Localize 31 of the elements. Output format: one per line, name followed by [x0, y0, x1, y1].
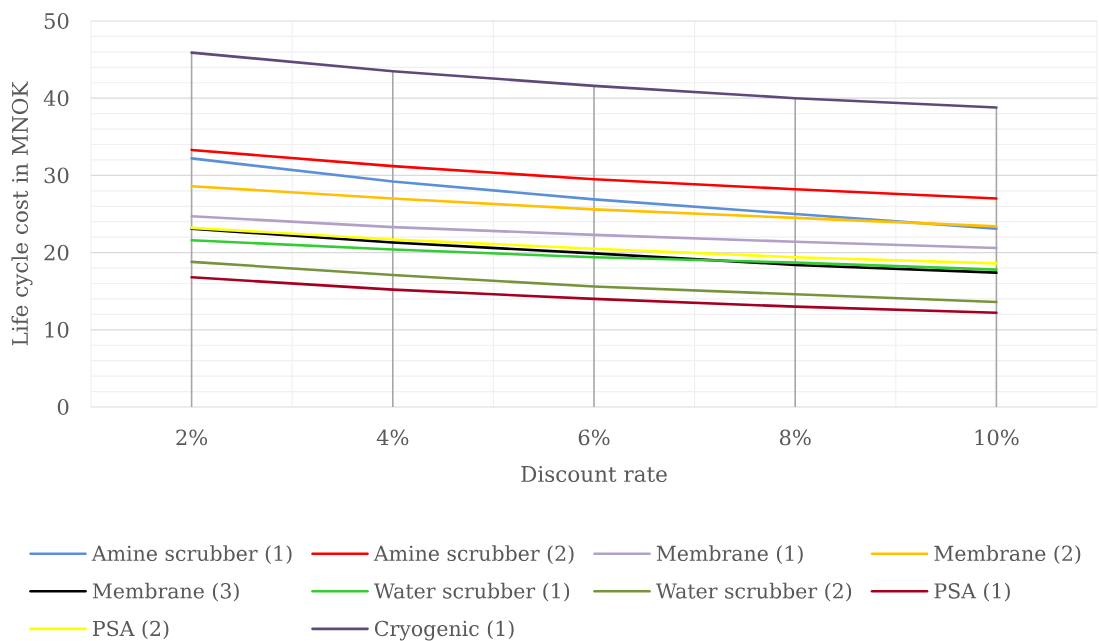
legend-label: PSA (2) [92, 620, 169, 640]
line-series [190, 51, 998, 109]
legend-label: Membrane (1) [656, 545, 803, 564]
y-tick-label: 50 [44, 13, 69, 29]
x-tick-label: 10% [975, 429, 1019, 446]
legend-label: PSA (1) [934, 582, 1010, 602]
line-series [190, 226, 998, 265]
legend-label: Cryogenic (1) [374, 620, 514, 641]
line-series [190, 215, 998, 250]
line-series [190, 260, 998, 304]
y-tick-label: 10 [45, 321, 69, 338]
x-tick-label: 2% [176, 429, 208, 446]
y-axis-title: Life cycle cost in MNOK [11, 81, 33, 346]
x-tick-label: 6% [578, 429, 610, 446]
legend-label: Membrane (3) [92, 582, 239, 602]
line-series [190, 148, 998, 200]
legend-label: Water scrubber (2) [655, 582, 852, 602]
x-axis-title: Discount rate [521, 465, 667, 483]
y-tick-label: 0 [57, 399, 69, 415]
y-tick-label: 40 [43, 90, 69, 107]
line-series [190, 276, 998, 315]
legend-label: Membrane (2) [934, 545, 1081, 564]
legend-label: Water scrubber (1) [373, 582, 570, 602]
legend-label: Amine scrubber (2) [373, 545, 574, 564]
legend-label: Amine scrubber (1) [91, 545, 292, 564]
line-series [190, 184, 998, 228]
y-tick-label: 20 [44, 244, 69, 261]
x-tick-label: 8% [779, 429, 811, 446]
x-tick-label: 4% [376, 429, 409, 446]
y-tick-label: 30 [44, 167, 69, 184]
line-series [190, 238, 998, 271]
